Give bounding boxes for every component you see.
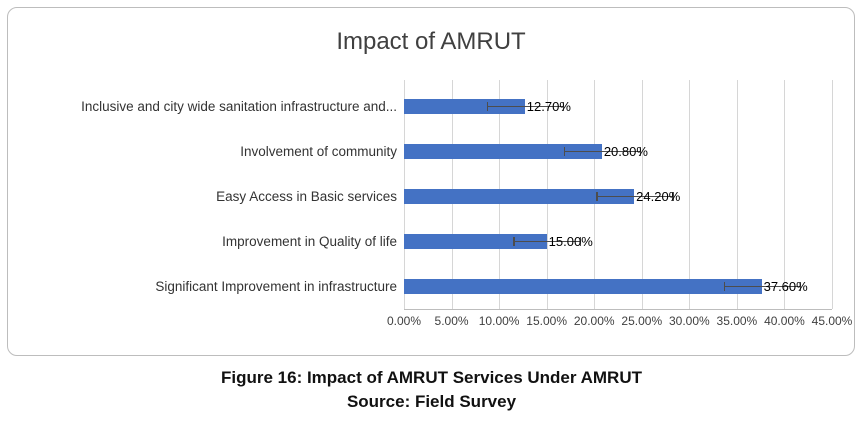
category-label: Easy Access in Basic services <box>216 189 397 204</box>
bar-row: 20.80% <box>404 129 832 174</box>
chart-title: Impact of AMRUT <box>336 28 526 55</box>
bar <box>404 189 635 204</box>
figure-caption-title: Figure 16: Impact of AMRUT Services Unde… <box>221 368 642 387</box>
chart-body: Inclusive and city wide sanitation infra… <box>8 80 833 310</box>
gridline <box>641 80 643 309</box>
category-label: Inclusive and city wide sanitation infra… <box>81 99 397 114</box>
error-bar <box>486 105 563 107</box>
gridline <box>832 80 833 309</box>
error-bar-cap <box>799 281 802 291</box>
bar <box>404 99 525 114</box>
error-bar <box>563 150 640 152</box>
category-label: Improvement in Quality of life <box>222 234 397 249</box>
gridline <box>784 80 786 309</box>
x-axis-tick-label: 30.00% <box>668 314 710 328</box>
bar-row: 24.20% <box>404 174 832 219</box>
bar-value-label: 20.80% <box>603 143 648 159</box>
bar <box>404 234 547 249</box>
bar <box>404 144 602 159</box>
chart-frame: Impact of AMRUT Inclusive and city wide … <box>7 7 855 356</box>
x-axis-tick-label: 0.00% <box>386 314 422 328</box>
bar-value-label: 37.60% <box>763 278 808 294</box>
error-bar <box>513 240 580 242</box>
error-bar-cap <box>486 101 489 111</box>
gridline <box>689 80 691 309</box>
error-bar-cap <box>513 236 515 246</box>
figure-caption: Figure 16: Impact of AMRUT Services Unde… <box>0 364 863 416</box>
bar-value-label: 12.70% <box>526 98 571 114</box>
x-axis-tick-label: 25.00% <box>621 314 663 328</box>
bar-row: 12.70% <box>404 84 832 129</box>
bar-row: 15.00% <box>404 219 832 264</box>
error-bar-cap <box>639 146 642 156</box>
error-bar <box>596 195 673 197</box>
x-axis-tick-label: 20.00% <box>573 314 615 328</box>
category-label: Significant Improvement in infrastructur… <box>155 279 397 294</box>
bar-value-label: 15.00% <box>548 233 593 249</box>
bar-row: 37.60% <box>404 264 832 309</box>
error-bar-cap <box>596 191 598 201</box>
error-bar-cap <box>723 281 726 291</box>
error-bar-cap <box>672 191 674 201</box>
category-label: Involvement of community <box>240 144 397 159</box>
error-bar-cap <box>563 146 566 156</box>
bar <box>404 279 762 294</box>
error-bar-cap <box>579 236 582 246</box>
x-axis-tick-label: 5.00% <box>434 314 469 328</box>
x-axis-tick-label: 35.00% <box>716 314 758 328</box>
figure-caption-source: Source: Field Survey <box>346 392 517 411</box>
x-axis-tick-label: 45.00% <box>811 314 853 328</box>
category-axis: Inclusive and city wide sanitation infra… <box>8 84 404 310</box>
error-bar <box>723 285 800 287</box>
plot-area: 12.70% 20.80% 24.20% 15.00% 37.60% <box>404 80 833 310</box>
bar-value-label: 24.20% <box>636 188 681 204</box>
error-bar-cap <box>562 101 565 111</box>
x-axis-tick-label: 40.00% <box>764 314 805 328</box>
x-axis-tick-label: 10.00% <box>478 314 520 328</box>
x-axis-tick-label: 15.00% <box>526 314 568 328</box>
x-axis: 0.00% 5.00% 10.00% 15.00% 20.00% 25.00% 30.00%… <box>387 312 852 332</box>
gridline <box>736 80 738 309</box>
